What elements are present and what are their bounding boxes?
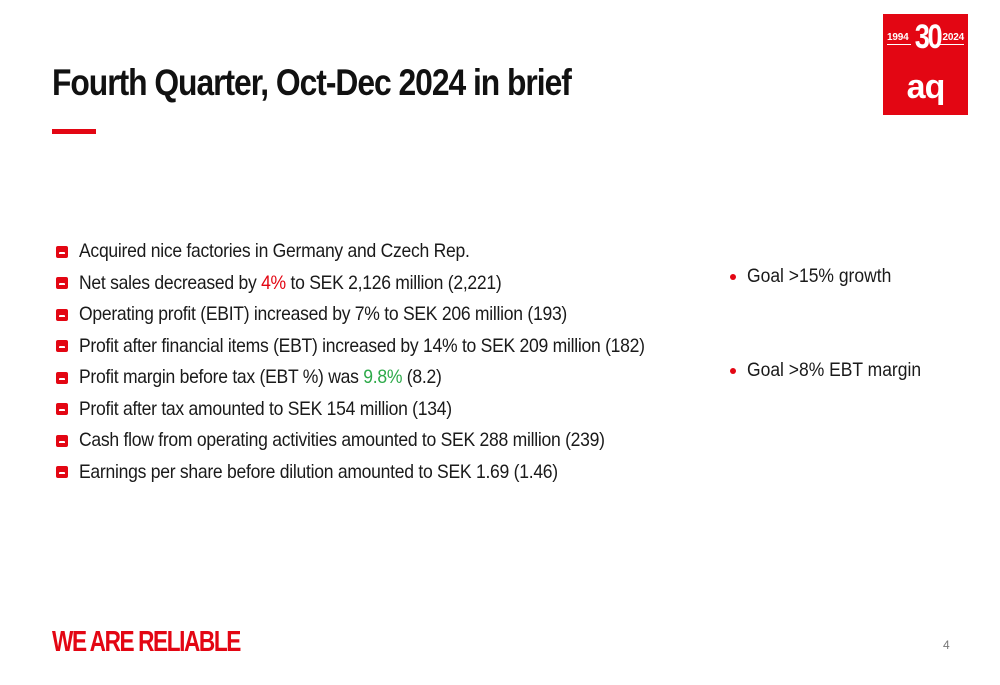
bullet-dot-icon	[730, 274, 736, 280]
bullet-text: Net sales decreased by 4% to SEK 2,126 m…	[79, 271, 502, 294]
goal-margin-text: Goal >8% EBT margin	[747, 360, 922, 381]
list-item: Net sales decreased by 4% to SEK 2,126 m…	[56, 268, 708, 300]
highlights-list: Acquired nice factories in Germany and C…	[56, 236, 708, 488]
bullet-text: Cash flow from operating activities amou…	[79, 429, 605, 452]
logo-brand: aq	[906, 68, 946, 106]
aq-bullet-icon	[56, 277, 68, 290]
bullet-dot-icon	[730, 368, 736, 374]
logo-year-start: 1994	[887, 32, 909, 43]
aq-bullet-icon	[56, 434, 68, 447]
list-item: Earnings per share before dilution amoun…	[56, 457, 708, 489]
sales-change-value: 4%	[261, 271, 286, 294]
logo-rule-left	[887, 44, 911, 45]
logo-rule-right	[940, 44, 964, 45]
aq-bullet-icon	[56, 371, 68, 384]
aq-bullet-icon	[56, 245, 68, 258]
list-item: Acquired nice factories in Germany and C…	[56, 236, 708, 268]
list-item: Profit after tax amounted to SEK 154 mil…	[56, 394, 708, 426]
goal-margin: Goal >8% EBT margin	[730, 360, 936, 382]
aq-bullet-icon	[56, 340, 68, 353]
page-number: 4	[943, 638, 950, 652]
bullet-text: Acquired nice factories in Germany and C…	[79, 240, 470, 263]
list-item: Operating profit (EBIT) increased by 7% …	[56, 299, 708, 331]
bullet-text: Profit margin before tax (EBT %) was 9.8…	[79, 366, 442, 389]
page-title: Fourth Quarter, Oct-Dec 2024 in brief	[52, 62, 572, 103]
goal-growth: Goal >15% growth	[730, 266, 904, 288]
ebt-margin-value: 9.8%	[363, 366, 403, 389]
goal-growth-text: Goal >15% growth	[747, 266, 892, 287]
aq-bullet-icon	[56, 403, 68, 416]
aq-bullet-icon	[56, 308, 68, 321]
logo-anniversary-number: 30	[914, 18, 943, 56]
aq-bullet-icon	[56, 466, 68, 479]
logo-year-end: 2024	[942, 32, 965, 43]
aq-anniversary-logo: 1994 30 2024 aq	[883, 14, 968, 115]
bullet-text: Profit after tax amounted to SEK 154 mil…	[79, 397, 452, 420]
list-item: Profit after financial items (EBT) incre…	[56, 331, 708, 363]
list-item: Cash flow from operating activities amou…	[56, 425, 708, 457]
tagline: WE ARE RELIABLE	[52, 626, 241, 658]
bullet-text: Profit after financial items (EBT) incre…	[79, 334, 645, 357]
list-item: Profit margin before tax (EBT %) was 9.8…	[56, 362, 708, 394]
title-underline	[52, 129, 96, 134]
bullet-text: Operating profit (EBIT) increased by 7% …	[79, 303, 568, 326]
bullet-text: Earnings per share before dilution amoun…	[79, 460, 558, 483]
